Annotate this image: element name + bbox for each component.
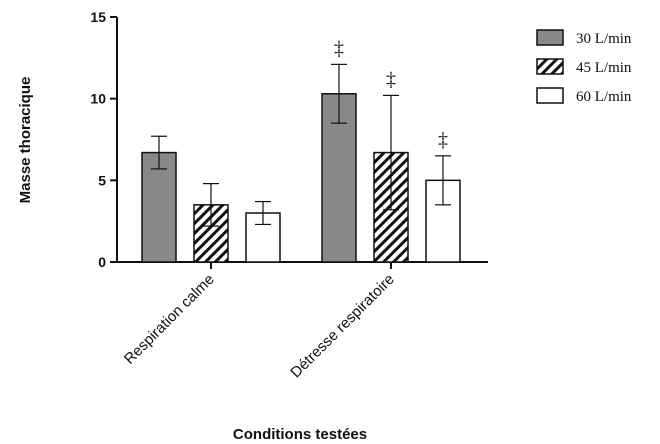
significance-mark: ‡ — [334, 37, 344, 59]
legend-label: 60 L/min — [576, 89, 632, 105]
legend-swatch — [536, 87, 564, 104]
x-category-label: Détresse respiratoire — [287, 271, 397, 381]
y-ticks: 0 5 10 15 — [90, 9, 117, 270]
legend-swatch — [536, 58, 564, 75]
error-bars — [151, 63, 451, 227]
y-tick-label: 0 — [98, 254, 106, 270]
legend-swatch — [536, 29, 564, 46]
x-axis-title: Conditions testées — [233, 426, 367, 443]
legend-label: 30 L/min — [576, 31, 632, 47]
significance-mark: ‡ — [386, 68, 396, 90]
significance-marks: ‡ ‡ ‡ — [334, 37, 448, 150]
x-category-label: Respiration calme — [121, 271, 218, 368]
y-tick-label: 10 — [90, 91, 106, 107]
y-tick-label: 5 — [98, 172, 106, 188]
y-tick-label: 15 — [90, 9, 106, 25]
bars — [141, 93, 461, 263]
category-labels: Respiration calme Détresse respiratoire — [121, 262, 398, 381]
y-axis-title: Masse thoracique — [17, 77, 34, 204]
legend: 30 L/min 45 L/min 60 L/min — [536, 29, 632, 105]
legend-label: 45 L/min — [576, 60, 632, 76]
significance-mark: ‡ — [438, 129, 448, 151]
